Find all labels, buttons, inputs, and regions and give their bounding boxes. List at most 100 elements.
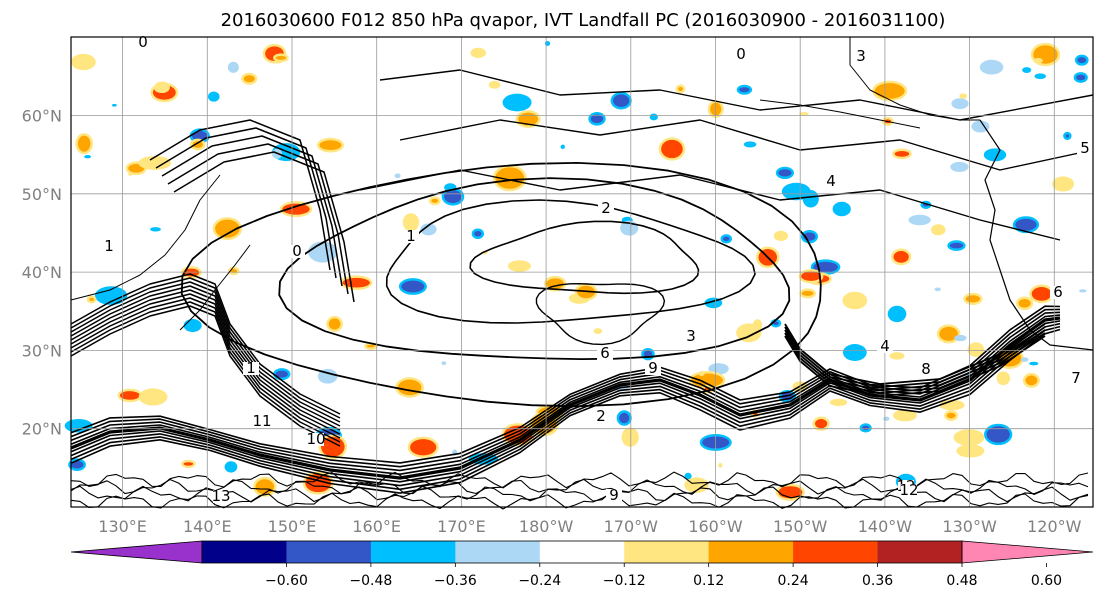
lat-label: 60°N xyxy=(22,107,62,126)
contour-label: 11 xyxy=(252,412,271,430)
qvapor-anomaly xyxy=(192,141,203,148)
qvapor-anomaly xyxy=(431,198,439,203)
west-jet-contour xyxy=(70,285,341,427)
qvapor-anomaly xyxy=(832,201,851,217)
contour-labels: 00011122334456678991011121213 xyxy=(101,33,1093,505)
qvapor-anomaly xyxy=(967,342,985,357)
gyre-contour xyxy=(385,199,756,324)
jet-contour xyxy=(70,322,1061,487)
lon-label: 180°W xyxy=(519,517,574,536)
north-contour xyxy=(359,169,1061,241)
qvapor-anomaly xyxy=(544,40,551,47)
contour-label: 3 xyxy=(686,327,696,345)
qvapor-anomaly xyxy=(743,141,757,148)
qvapor-anomaly xyxy=(64,418,93,433)
contour-label: 0 xyxy=(292,242,302,260)
qvapor-anomaly xyxy=(444,190,462,204)
qvapor-anomaly xyxy=(613,94,630,107)
contour-label-bg xyxy=(1068,372,1084,385)
colorbar-tick-label: 0.60 xyxy=(1031,573,1062,589)
qvapor-anomaly xyxy=(892,409,917,422)
qvapor-anomaly xyxy=(183,318,202,332)
contour-label: 9 xyxy=(609,486,619,504)
qvapor-anomaly xyxy=(953,429,985,446)
colorbar-segment xyxy=(202,541,287,563)
qvapor-anomaly xyxy=(986,426,1010,443)
asia-coastline xyxy=(70,174,221,301)
qvapor-anomaly xyxy=(698,371,705,376)
ridge-contour xyxy=(173,151,355,303)
qvapor-anomaly xyxy=(507,260,531,272)
colorbar-segment xyxy=(286,541,372,563)
qvapor-anomaly xyxy=(502,93,532,112)
jet-contour xyxy=(70,320,1061,483)
qvapor-anomaly xyxy=(934,287,941,292)
qvapor-anomaly xyxy=(723,236,730,242)
qvapor-anomaly xyxy=(801,290,814,296)
qvapor-anomaly xyxy=(887,305,907,323)
contour-label-bg xyxy=(597,347,613,360)
lon-label: 170°E xyxy=(437,517,486,536)
qvapor-anomaly xyxy=(1034,73,1047,80)
lon-label: 160°E xyxy=(352,517,401,536)
contour-label-bg xyxy=(403,230,419,243)
colorbar-extend-high xyxy=(961,540,1094,564)
qvapor-anomaly xyxy=(224,461,238,473)
contour-label-bg xyxy=(1050,286,1066,299)
colorbar-tick-label: −0.24 xyxy=(518,573,561,589)
qvapor-anomaly xyxy=(802,190,819,208)
contour-label-bg xyxy=(213,490,229,503)
qvapor-anomaly xyxy=(275,55,287,60)
qvapor-anomaly xyxy=(243,75,255,83)
qvapor-anomaly xyxy=(959,93,967,99)
jet-contour xyxy=(70,328,1061,494)
qvapor-anomaly xyxy=(954,334,967,342)
contour-label: 2 xyxy=(596,407,606,425)
qvapor-anomaly xyxy=(739,87,750,93)
ridge-contour xyxy=(167,143,349,295)
colorbar-tick-label: −0.12 xyxy=(603,573,646,589)
qvapor-anomaly xyxy=(1052,176,1075,192)
contour-label: 9 xyxy=(648,359,658,377)
west-jet-contour xyxy=(70,289,341,431)
qvapor-anomaly xyxy=(410,439,437,456)
qvapor-anomaly xyxy=(119,391,140,400)
contour-label-bg xyxy=(901,484,917,497)
latitude-labels: 60°N 50°N 40°N 30°N 20°N xyxy=(22,107,62,439)
contour-label-bg xyxy=(877,340,893,353)
alaska-coastline xyxy=(849,37,980,121)
qvapor-anomaly xyxy=(397,379,422,396)
qvapor-anomaly xyxy=(842,344,867,361)
qvapor-anomaly xyxy=(801,271,821,281)
qvapor-anomaly xyxy=(275,370,288,378)
gridlines xyxy=(71,37,1093,507)
contour-label: 13 xyxy=(211,487,230,505)
qvapor-anomaly xyxy=(470,47,486,59)
qvapor-anomaly xyxy=(474,230,482,237)
qvapor-anomaly xyxy=(319,140,342,151)
colorbar-segment xyxy=(793,541,879,563)
qvapor-anomaly xyxy=(778,169,792,177)
qvapor-anomaly xyxy=(619,412,630,424)
colorbar xyxy=(70,540,1094,564)
qvapor-anomaly xyxy=(842,291,868,310)
lon-label: 130°E xyxy=(98,517,147,536)
qvapor-anomaly xyxy=(1015,218,1037,231)
colorbar-segment xyxy=(539,541,625,563)
qvapor-anomaly xyxy=(138,156,172,170)
qvapor-anomaly xyxy=(84,155,92,159)
qvapor-anomaly xyxy=(128,172,133,176)
coastlines xyxy=(70,37,1094,351)
contour-label: 8 xyxy=(921,360,931,378)
lon-label: 160°W xyxy=(688,517,743,536)
ivt-contours xyxy=(70,69,1094,510)
japan-coastline xyxy=(179,244,251,331)
qvapor-anomaly xyxy=(950,161,969,172)
qvapor-anomaly xyxy=(874,83,905,99)
colorbar-tick-label: 0.48 xyxy=(946,573,977,589)
qvapor-anomaly xyxy=(401,280,425,293)
qvapor-anomaly xyxy=(94,286,128,305)
colorbar-segment xyxy=(624,541,710,563)
qvapor-anomaly xyxy=(965,295,981,303)
contour-label-bg xyxy=(1077,142,1093,155)
